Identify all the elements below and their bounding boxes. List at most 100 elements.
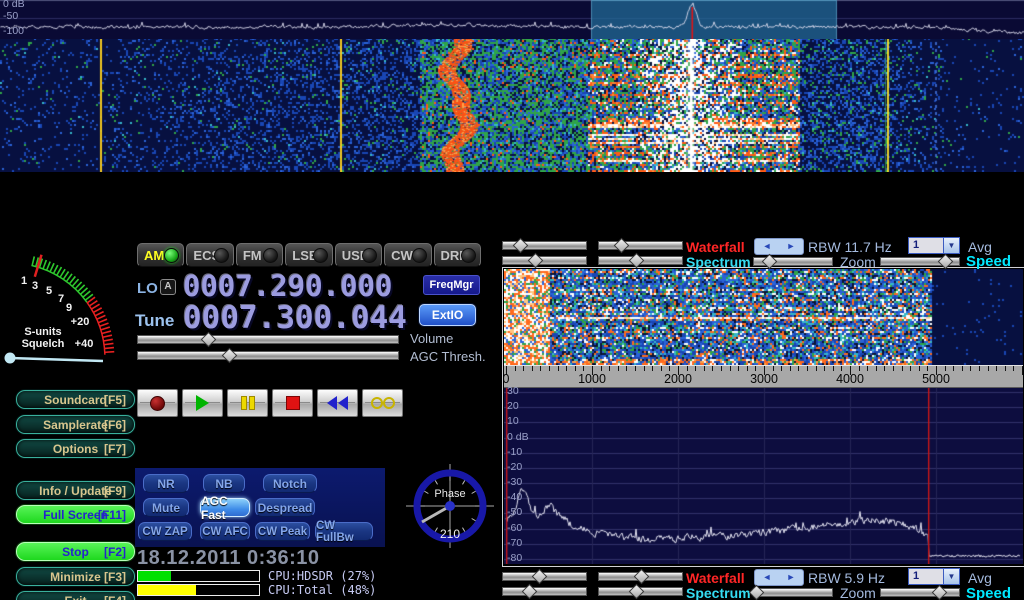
dsp-button-cw-zap[interactable]: CW ZAP (138, 522, 192, 541)
button-key: [F11] (97, 507, 126, 522)
mode-button-fm[interactable]: FM (235, 243, 284, 267)
scale-tick (789, 366, 791, 371)
zoom-slider-top[interactable] (753, 253, 833, 270)
button-minimize[interactable]: Minimize [F3] (16, 567, 135, 586)
dsp-button-nb[interactable]: NB (203, 474, 245, 493)
audio-frequency-scale[interactable]: 0 1000 2000 3000 4000 5000 (504, 365, 1023, 388)
stop-button[interactable] (272, 389, 313, 417)
button-stop[interactable]: Stop [F2] (16, 542, 135, 561)
spin-right-icon[interactable]: ► (786, 241, 796, 251)
mode-button-usb[interactable]: USB (334, 243, 383, 267)
freqmgr-button[interactable]: FreqMgr (423, 275, 480, 295)
extio-button[interactable]: ExtIO (419, 304, 476, 326)
waterfall-contrast-slider-bottom[interactable] (598, 568, 683, 585)
button-info-update[interactable]: Info / Update [F9] (16, 481, 135, 500)
dsp-button-agc-fast[interactable]: AGC Fast (200, 494, 250, 522)
waterfall-brightness-slider[interactable] (502, 237, 587, 254)
mode-button-cw[interactable]: CW (384, 243, 432, 267)
scale-tick (635, 366, 636, 371)
dsp-button-nr[interactable]: NR (143, 474, 189, 493)
rbw-value-top: RBW 11.7 Hz (808, 239, 892, 255)
slider-thumb[interactable] (531, 568, 547, 585)
scale-tick (660, 366, 662, 371)
button-full-screen[interactable]: Full Screen [F11] (16, 505, 135, 524)
mode-button-am[interactable]: AM (137, 243, 185, 267)
waterfall-brightness-slider-bottom[interactable] (502, 568, 587, 585)
spectrum-lower-slider-bottom[interactable] (598, 583, 683, 600)
slider-thumb[interactable] (521, 583, 537, 600)
rbw-spinner-bottom[interactable]: ◄ ► (754, 569, 804, 586)
mode-button-ecss[interactable]: ECSS (186, 243, 234, 267)
mode-label: FM (242, 247, 262, 263)
button-key: [F3] (104, 569, 126, 584)
slider-thumb[interactable] (527, 252, 543, 269)
frequency-tick-label: 2000 (664, 372, 692, 386)
lo-lock-badge[interactable]: A (160, 279, 176, 295)
dsp-button-cw-peak[interactable]: CW Peak (255, 522, 310, 541)
scale-tick (893, 366, 894, 371)
button-key: [F2] (104, 544, 126, 559)
mode-button-lsb[interactable]: LSB (285, 243, 333, 267)
slider-thumb[interactable] (200, 331, 217, 348)
tune-frequency-value[interactable]: 0007.300.044 (183, 300, 407, 336)
avg-dropdown-top[interactable]: 1 ▼ (908, 237, 960, 254)
lo-frequency-value[interactable]: 0007.290.000 (183, 269, 393, 303)
spectrum-upper-slider-bottom[interactable] (502, 583, 587, 600)
scale-tick (824, 366, 826, 371)
button-samplerate[interactable]: Samplerate [F6] (16, 415, 135, 434)
meter-needle (9, 356, 104, 363)
scale-tick (557, 366, 559, 371)
record-button[interactable] (137, 389, 178, 417)
speed-label-top: Speed (966, 253, 1012, 270)
spin-right-icon[interactable]: ► (786, 572, 796, 582)
dropdown-arrow-icon[interactable]: ▼ (943, 238, 959, 253)
scale-tick (979, 366, 980, 371)
agc-threshold-slider[interactable] (137, 347, 399, 364)
needle-pivot[interactable] (4, 352, 16, 364)
spin-left-icon[interactable]: ◄ (762, 572, 772, 582)
dropdown-arrow-icon[interactable]: ▼ (943, 569, 959, 584)
dsp-button-mute[interactable]: Mute (143, 498, 189, 517)
speed-slider-top[interactable] (880, 253, 960, 270)
pause-button[interactable] (227, 389, 268, 417)
audio-spectrum-display[interactable]: 30 20 10 0 dB -10 -20 -30 -40 -50 -60 -70 -80 (504, 386, 1023, 564)
slider-thumb[interactable] (512, 237, 528, 254)
speed-slider-bottom[interactable] (880, 584, 960, 600)
frequency-tick-label: 3000 (750, 372, 778, 386)
button-exit[interactable]: Exit [F4] (16, 591, 135, 600)
waterfall-contrast-slider[interactable] (598, 237, 683, 254)
mini-spectrum-display[interactable]: 0 dB -50 -100 (0, 0, 1024, 39)
dsp-button-cw-afc[interactable]: CW AFC (200, 522, 250, 541)
led-off-icon (411, 248, 427, 263)
rbw-spinner-top[interactable]: ◄ ► (754, 238, 804, 255)
audio-waterfall-display[interactable] (504, 269, 1023, 365)
loop-button[interactable] (362, 389, 403, 417)
dsp-button-notch[interactable]: Notch (263, 474, 317, 493)
dsp-button-cw-fullbw[interactable]: CW FullBw (315, 520, 373, 544)
rewind-button[interactable] (317, 389, 358, 417)
button-soundcard[interactable]: Soundcard [F5] (16, 390, 135, 409)
button-key: [F9] (104, 483, 126, 498)
slider-thumb[interactable] (633, 568, 649, 585)
play-button[interactable] (182, 389, 223, 417)
mode-button-drm[interactable]: DRM (433, 243, 481, 267)
slider-thumb[interactable] (613, 237, 629, 254)
avg-dropdown-bottom[interactable]: 1 ▼ (908, 568, 960, 585)
volume-slider[interactable] (137, 331, 399, 348)
dsp-button-despread[interactable]: Despread (255, 498, 315, 517)
slider-thumb[interactable] (931, 584, 947, 600)
slider-thumb[interactable] (628, 252, 644, 269)
button-options[interactable]: Options [F7] (16, 439, 135, 458)
led-off-icon (460, 248, 476, 263)
slider-thumb[interactable] (221, 347, 238, 364)
spin-left-icon[interactable]: ◄ (762, 241, 772, 251)
waterfall-label-top: Waterfall (686, 239, 745, 255)
zoom-slider-bottom[interactable] (748, 584, 833, 600)
spectrum-upper-slider[interactable] (502, 252, 587, 269)
slider-thumb[interactable] (748, 584, 764, 600)
scale-tick (936, 366, 937, 375)
scale-tick (884, 366, 886, 371)
slider-thumb[interactable] (628, 583, 644, 600)
zoom-label-top: Zoom (840, 254, 876, 270)
spectrum-lower-slider[interactable] (598, 252, 683, 269)
